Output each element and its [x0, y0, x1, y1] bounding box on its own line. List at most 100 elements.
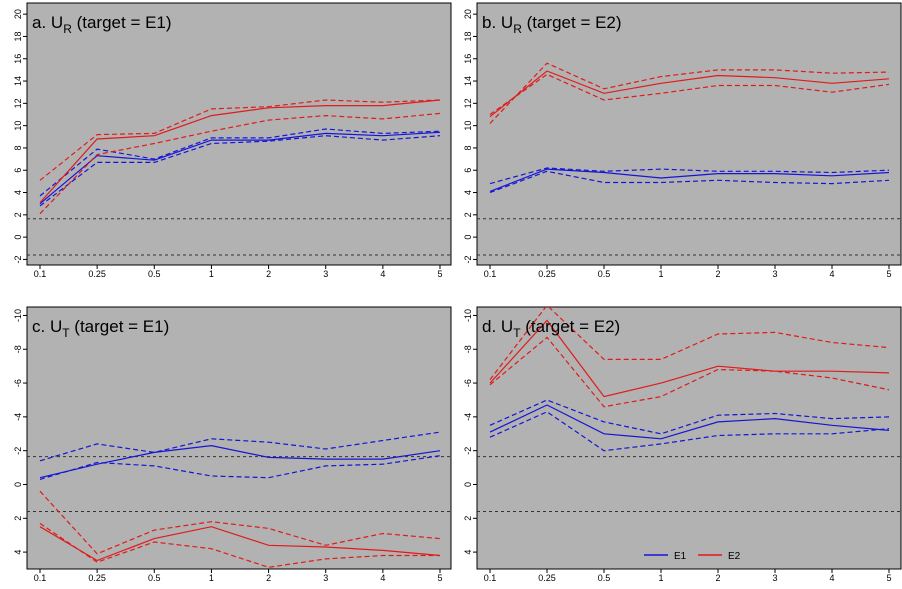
panel-title-suffix: (target = E1)	[72, 13, 172, 32]
y-tick-label: -2	[13, 255, 23, 263]
legend-label-e2: E2	[728, 551, 741, 562]
legend-label-e1: E1	[674, 551, 687, 562]
x-tick-label: 2	[266, 573, 271, 583]
y-tick-label: 14	[13, 76, 23, 86]
series-bound-e1	[489, 170, 890, 194]
x-tick-label: 2	[715, 573, 720, 583]
panel-title-subscript: R	[513, 22, 522, 36]
y-tick-label: 0	[13, 482, 23, 487]
series-bound-e2	[489, 336, 890, 408]
panel-title-prefix: b. U	[482, 13, 513, 32]
y-tick-label: 14	[463, 76, 473, 86]
y-tick-label: 10	[13, 121, 23, 131]
y-tick-label: 8	[13, 145, 23, 150]
x-tick-label: 0.5	[148, 573, 161, 583]
x-tick-label: 1	[209, 269, 214, 279]
x-tick-label: 3	[772, 269, 777, 279]
y-tick-label: -6	[13, 379, 23, 387]
panel-title-suffix: (target = E1)	[70, 317, 170, 336]
series-bound-e1	[39, 431, 441, 462]
x-tick-label: 4	[829, 573, 834, 583]
series-bound-e1	[39, 455, 441, 480]
series-bound-e1	[39, 128, 441, 197]
y-tick-label: 6	[463, 168, 473, 173]
panel-title: d. UT (target = E2)	[482, 317, 620, 340]
panel-title-subscript: T	[513, 326, 521, 340]
series-bound-e2	[489, 62, 890, 124]
x-tick-label: 3	[323, 573, 328, 583]
series-bound-e1	[39, 135, 441, 207]
series-bound-e2	[489, 73, 890, 115]
series-bound-e2	[39, 112, 441, 215]
y-tick-label: 10	[463, 121, 473, 131]
x-tick-label: 1	[209, 573, 214, 583]
panel-background	[476, 2, 902, 266]
y-tick-label: 12	[463, 98, 473, 108]
y-tick-label: -4	[13, 413, 23, 421]
y-tick-label: -6	[463, 379, 473, 387]
series-group	[489, 62, 890, 194]
y-tick-label: 4	[463, 550, 473, 555]
series-group	[39, 431, 441, 568]
y-tick-label: 18	[13, 31, 23, 41]
panel-d: -10 -8 -6 -4 -2 0 2 4 0.1 0.25 0.5 1 2 3 4 5 d. UT (targ…	[463, 306, 902, 583]
series-line-e2	[489, 70, 890, 118]
panel-title: b. UR (target = E2)	[482, 13, 622, 36]
x-tick-label: 0.1	[484, 573, 497, 583]
y-tick-label: 0	[463, 235, 473, 240]
y-tick-label: -2	[13, 447, 23, 455]
panel-title-subscript: T	[62, 326, 70, 340]
x-tick-label: 3	[323, 269, 328, 279]
panel-title-subscript: R	[63, 22, 72, 36]
x-tick-label: 4	[380, 573, 385, 583]
series-bound-e2	[39, 522, 440, 568]
y-tick-label: 2	[13, 516, 23, 521]
panel-title-prefix: d. U	[482, 317, 513, 336]
x-tick-label: 0.5	[598, 573, 611, 583]
series-line-e2	[39, 526, 441, 562]
y-tick-label: 0	[463, 482, 473, 487]
x-tick-label: 2	[715, 269, 720, 279]
panel-background	[26, 2, 452, 266]
y-tick-label: 4	[13, 190, 23, 195]
x-tick-label: 2	[266, 269, 271, 279]
panel-title: a. UR (target = E1)	[32, 13, 172, 36]
panel-title-suffix: (target = E2)	[522, 13, 622, 32]
panel-background	[476, 306, 902, 570]
y-tick-label: 4	[13, 550, 23, 555]
x-tick-label: 0.5	[598, 269, 611, 279]
y-tick-label: 6	[13, 168, 23, 173]
series-line-e1	[489, 404, 890, 440]
series-bound-e2	[39, 99, 441, 181]
x-tick-label: 0.1	[34, 269, 47, 279]
y-tick-label: -8	[463, 345, 473, 353]
x-tick-label: 3	[772, 573, 777, 583]
y-tick-label: 16	[13, 54, 23, 64]
series-group	[39, 99, 441, 215]
y-tick-label: 2	[463, 212, 473, 217]
series-bound-e1	[489, 411, 890, 452]
x-tick-label: 0.25	[88, 573, 106, 583]
x-tick-label: 5	[886, 269, 891, 279]
y-tick-label: 8	[463, 145, 473, 150]
x-tick-label: 1	[658, 269, 663, 279]
y-tick-label: 12	[13, 98, 23, 108]
series-line-e1	[39, 444, 441, 479]
y-tick-label: -2	[463, 255, 473, 263]
x-tick-label: 0.25	[88, 269, 106, 279]
x-tick-label: 0.1	[34, 573, 47, 583]
series-bound-e2	[489, 307, 890, 381]
y-tick-label: 2	[13, 212, 23, 217]
x-tick-label: 0.25	[538, 269, 556, 279]
x-tick-label: 0.25	[538, 573, 556, 583]
panel-title: c. UT (target = E1)	[32, 317, 169, 340]
x-tick-label: 5	[886, 573, 891, 583]
panel-title-suffix: (target = E2)	[521, 317, 621, 336]
y-tick-label: -8	[13, 345, 23, 353]
series-line-e2	[39, 99, 441, 204]
series-line-e1	[489, 168, 890, 192]
panel-background	[26, 306, 452, 570]
